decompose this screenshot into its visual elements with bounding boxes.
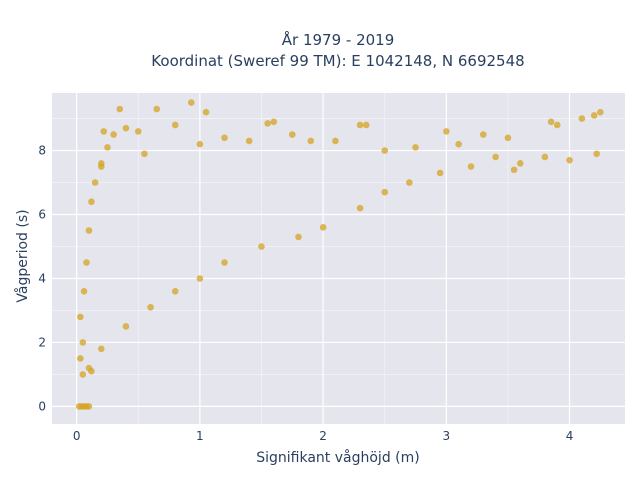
chart-title-line-2: Koordinat (Sweref 99 TM): E 1042148, N 6… [151,52,524,70]
data-point [153,105,161,113]
data-point [221,134,228,142]
x-tick-label: 0 [73,429,81,443]
data-point [79,339,87,346]
data-point [381,147,389,154]
tick-labels: 0 1 2 3 4 0 2 4 6 8 [38,144,573,443]
data-point [187,99,195,106]
data-point [319,224,327,231]
data-point [510,166,518,174]
data-point [83,259,90,266]
y-tick-label: 8 [38,144,46,158]
data-point [264,120,271,127]
data-point [307,137,315,145]
data-point [134,128,142,135]
data-point [547,118,555,126]
y-tick-label: 4 [38,271,46,285]
data-point [270,118,278,126]
data-point [362,121,370,129]
x-axis-title: Signifikant våghöjd (m) [256,449,419,466]
data-point [88,367,95,375]
data-point [295,233,302,241]
data-point [122,323,130,330]
data-point [85,403,93,410]
data-point [141,150,148,158]
x-tick-label: 3 [443,429,451,443]
data-point [85,227,93,234]
data-point [202,108,210,116]
y-axis-title: Vågperiod (s) [14,209,31,302]
data-point [88,198,95,206]
x-tick-label: 4 [566,429,574,443]
data-point [590,112,598,119]
data-point [258,243,265,250]
data-point [171,287,179,295]
chart-title-line-1: År 1979 - 2019 [282,30,395,49]
data-point [455,140,462,148]
data-point [122,124,130,132]
data-point [91,179,99,186]
data-point [77,313,84,321]
data-point [443,128,450,135]
data-point [171,121,179,129]
data-point [356,121,364,129]
data-point [381,188,389,196]
data-point [541,153,549,161]
x-tick-label: 1 [196,429,204,443]
data-point [597,108,604,116]
data-point [147,303,154,311]
x-tick-label: 2 [319,429,327,443]
data-point [110,131,117,138]
data-point [196,140,204,148]
data-point [479,131,487,138]
data-points [75,99,604,410]
data-point [77,355,84,362]
data-point [553,121,561,129]
data-point [492,153,499,161]
data-point [116,105,124,113]
data-point [566,156,573,164]
data-point [467,163,475,170]
y-tick-label: 0 [38,399,46,413]
data-point [516,160,524,167]
data-point [100,128,108,135]
data-point [221,259,228,266]
data-point [356,204,364,212]
data-point [436,169,444,177]
data-point [79,371,87,378]
y-tick-label: 6 [38,208,46,222]
y-tick-label: 2 [38,335,46,349]
data-point [593,150,600,158]
data-point [97,345,105,353]
data-point [97,163,105,170]
data-point [332,137,339,145]
data-point [245,137,253,145]
data-point [406,179,413,186]
data-point [80,287,88,295]
data-point [196,275,204,282]
data-point [288,131,296,138]
data-point [578,115,586,122]
plot-area [52,93,625,424]
data-point [104,144,111,151]
data-point [504,134,512,142]
data-point [412,144,419,151]
